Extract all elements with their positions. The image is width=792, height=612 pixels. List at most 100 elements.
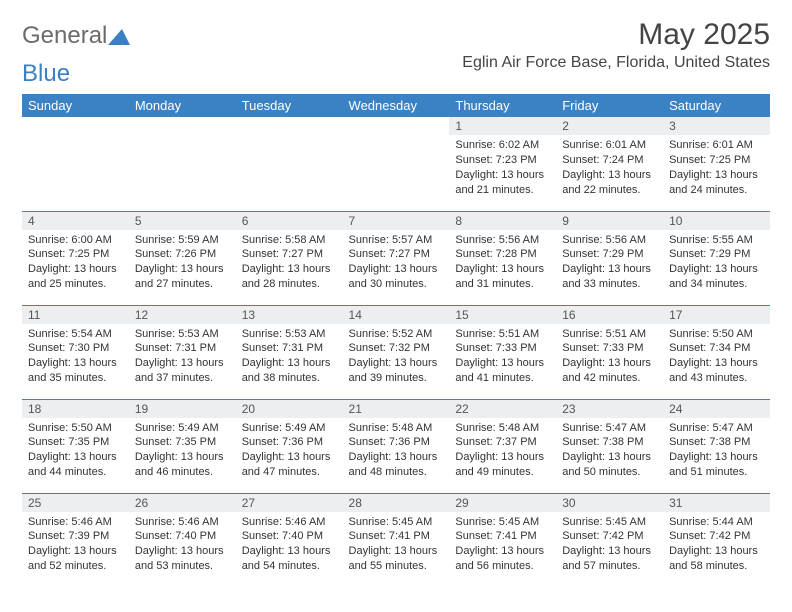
- day-info: Sunrise: 5:46 AMSunset: 7:40 PMDaylight:…: [129, 512, 236, 578]
- day-info: Sunrise: 5:59 AMSunset: 7:26 PMDaylight:…: [129, 230, 236, 296]
- sunset-text: Sunset: 7:23 PM: [455, 153, 550, 168]
- sunset-text: Sunset: 7:36 PM: [349, 435, 444, 450]
- calendar-cell: 30Sunrise: 5:45 AMSunset: 7:42 PMDayligh…: [556, 493, 663, 587]
- sunset-text: Sunset: 7:28 PM: [455, 247, 550, 262]
- daylight-text: Daylight: 13 hours and 46 minutes.: [135, 450, 230, 480]
- calendar-cell: 6Sunrise: 5:58 AMSunset: 7:27 PMDaylight…: [236, 211, 343, 305]
- day-info: Sunrise: 5:58 AMSunset: 7:27 PMDaylight:…: [236, 230, 343, 296]
- day-number: 15: [449, 306, 556, 324]
- day-number: 9: [556, 212, 663, 230]
- calendar-cell: [129, 117, 236, 211]
- sunset-text: Sunset: 7:31 PM: [135, 341, 230, 356]
- day-number: 27: [236, 494, 343, 512]
- daylight-text: Daylight: 13 hours and 52 minutes.: [28, 544, 123, 574]
- sunrise-text: Sunrise: 5:58 AM: [242, 233, 337, 248]
- day-number: 18: [22, 400, 129, 418]
- day-info: Sunrise: 5:56 AMSunset: 7:29 PMDaylight:…: [556, 230, 663, 296]
- day-info: Sunrise: 5:53 AMSunset: 7:31 PMDaylight:…: [236, 324, 343, 390]
- daylight-text: Daylight: 13 hours and 48 minutes.: [349, 450, 444, 480]
- day-info: Sunrise: 5:48 AMSunset: 7:36 PMDaylight:…: [343, 418, 450, 484]
- day-number: 31: [663, 494, 770, 512]
- sunrise-text: Sunrise: 5:45 AM: [349, 515, 444, 530]
- calendar-cell: 18Sunrise: 5:50 AMSunset: 7:35 PMDayligh…: [22, 399, 129, 493]
- sunset-text: Sunset: 7:26 PM: [135, 247, 230, 262]
- sunset-text: Sunset: 7:42 PM: [562, 529, 657, 544]
- calendar-row: 4Sunrise: 6:00 AMSunset: 7:25 PMDaylight…: [22, 211, 770, 305]
- sunset-text: Sunset: 7:40 PM: [242, 529, 337, 544]
- sunrise-text: Sunrise: 5:56 AM: [562, 233, 657, 248]
- logo: General: [22, 18, 130, 50]
- sunrise-text: Sunrise: 6:01 AM: [562, 138, 657, 153]
- sunset-text: Sunset: 7:42 PM: [669, 529, 764, 544]
- sunrise-text: Sunrise: 5:53 AM: [242, 327, 337, 342]
- sunrise-text: Sunrise: 5:46 AM: [28, 515, 123, 530]
- sunset-text: Sunset: 7:37 PM: [455, 435, 550, 450]
- calendar-table: Sunday Monday Tuesday Wednesday Thursday…: [22, 94, 770, 587]
- sunset-text: Sunset: 7:25 PM: [28, 247, 123, 262]
- day-info: Sunrise: 5:51 AMSunset: 7:33 PMDaylight:…: [449, 324, 556, 390]
- day-info: Sunrise: 5:46 AMSunset: 7:39 PMDaylight:…: [22, 512, 129, 578]
- daylight-text: Daylight: 13 hours and 34 minutes.: [669, 262, 764, 292]
- logo-triangle-icon: [108, 29, 130, 45]
- sunset-text: Sunset: 7:35 PM: [135, 435, 230, 450]
- calendar-cell: 9Sunrise: 5:56 AMSunset: 7:29 PMDaylight…: [556, 211, 663, 305]
- sunrise-text: Sunrise: 6:00 AM: [28, 233, 123, 248]
- sunrise-text: Sunrise: 5:47 AM: [669, 421, 764, 436]
- daylight-text: Daylight: 13 hours and 47 minutes.: [242, 450, 337, 480]
- daylight-text: Daylight: 13 hours and 44 minutes.: [28, 450, 123, 480]
- daylight-text: Daylight: 13 hours and 25 minutes.: [28, 262, 123, 292]
- daylight-text: Daylight: 13 hours and 28 minutes.: [242, 262, 337, 292]
- day-number: 5: [129, 212, 236, 230]
- day-info: Sunrise: 5:47 AMSunset: 7:38 PMDaylight:…: [663, 418, 770, 484]
- day-number: 22: [449, 400, 556, 418]
- day-info: Sunrise: 5:54 AMSunset: 7:30 PMDaylight:…: [22, 324, 129, 390]
- daylight-text: Daylight: 13 hours and 31 minutes.: [455, 262, 550, 292]
- calendar-cell: 13Sunrise: 5:53 AMSunset: 7:31 PMDayligh…: [236, 305, 343, 399]
- daylight-text: Daylight: 13 hours and 24 minutes.: [669, 168, 764, 198]
- day-info: Sunrise: 6:02 AMSunset: 7:23 PMDaylight:…: [449, 135, 556, 201]
- weekday-header: Sunday: [22, 94, 129, 117]
- sunrise-text: Sunrise: 5:59 AM: [135, 233, 230, 248]
- day-info: Sunrise: 5:49 AMSunset: 7:35 PMDaylight:…: [129, 418, 236, 484]
- day-number: 17: [663, 306, 770, 324]
- day-number: 2: [556, 117, 663, 135]
- sunrise-text: Sunrise: 5:53 AM: [135, 327, 230, 342]
- sunrise-text: Sunrise: 5:50 AM: [669, 327, 764, 342]
- sunset-text: Sunset: 7:33 PM: [562, 341, 657, 356]
- sunrise-text: Sunrise: 6:01 AM: [669, 138, 764, 153]
- weekday-header: Monday: [129, 94, 236, 117]
- calendar-cell: 28Sunrise: 5:45 AMSunset: 7:41 PMDayligh…: [343, 493, 450, 587]
- weekday-header-row: Sunday Monday Tuesday Wednesday Thursday…: [22, 94, 770, 117]
- day-number: 1: [449, 117, 556, 135]
- day-number: 28: [343, 494, 450, 512]
- daylight-text: Daylight: 13 hours and 38 minutes.: [242, 356, 337, 386]
- sunrise-text: Sunrise: 5:56 AM: [455, 233, 550, 248]
- daylight-text: Daylight: 13 hours and 55 minutes.: [349, 544, 444, 574]
- daylight-text: Daylight: 13 hours and 51 minutes.: [669, 450, 764, 480]
- calendar-cell: 4Sunrise: 6:00 AMSunset: 7:25 PMDaylight…: [22, 211, 129, 305]
- logo-word1: General: [22, 22, 107, 50]
- sunrise-text: Sunrise: 5:45 AM: [455, 515, 550, 530]
- weekday-header: Wednesday: [343, 94, 450, 117]
- sunrise-text: Sunrise: 5:55 AM: [669, 233, 764, 248]
- calendar-cell: 15Sunrise: 5:51 AMSunset: 7:33 PMDayligh…: [449, 305, 556, 399]
- daylight-text: Daylight: 13 hours and 37 minutes.: [135, 356, 230, 386]
- sunset-text: Sunset: 7:33 PM: [455, 341, 550, 356]
- day-number: 8: [449, 212, 556, 230]
- sunset-text: Sunset: 7:25 PM: [669, 153, 764, 168]
- daylight-text: Daylight: 13 hours and 56 minutes.: [455, 544, 550, 574]
- day-info: Sunrise: 5:45 AMSunset: 7:41 PMDaylight:…: [449, 512, 556, 578]
- calendar-cell: 22Sunrise: 5:48 AMSunset: 7:37 PMDayligh…: [449, 399, 556, 493]
- calendar-cell: 8 Sunrise: 5:56 AMSunset: 7:28 PMDaylight…: [449, 211, 556, 305]
- calendar-cell: 31Sunrise: 5:44 AMSunset: 7:42 PMDayligh…: [663, 493, 770, 587]
- sunset-text: Sunset: 7:29 PM: [669, 247, 764, 262]
- calendar-cell: [236, 117, 343, 211]
- sunrise-text: Sunrise: 5:48 AM: [349, 421, 444, 436]
- calendar-cell: 10Sunrise: 5:55 AMSunset: 7:29 PMDayligh…: [663, 211, 770, 305]
- day-info: Sunrise: 5:44 AMSunset: 7:42 PMDaylight:…: [663, 512, 770, 578]
- sunrise-text: Sunrise: 5:47 AM: [562, 421, 657, 436]
- calendar-cell: 25Sunrise: 5:46 AMSunset: 7:39 PMDayligh…: [22, 493, 129, 587]
- day-info: Sunrise: 5:55 AMSunset: 7:29 PMDaylight:…: [663, 230, 770, 296]
- sunset-text: Sunset: 7:27 PM: [242, 247, 337, 262]
- day-number: 20: [236, 400, 343, 418]
